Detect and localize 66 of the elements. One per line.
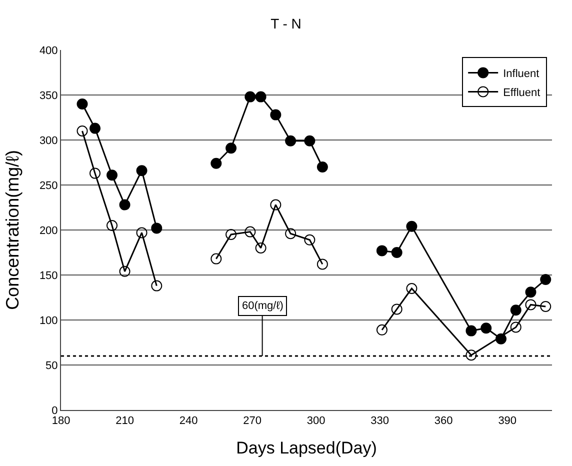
point <box>376 324 388 336</box>
y-tick-label: 50 <box>46 360 58 372</box>
point <box>285 228 296 240</box>
point <box>226 229 237 240</box>
y-tick-label: 0 <box>52 404 58 417</box>
point <box>136 165 148 176</box>
point <box>106 220 118 231</box>
point <box>540 274 552 285</box>
point <box>255 91 266 102</box>
point <box>136 227 148 238</box>
point <box>106 170 118 181</box>
x-tick-label: 360 <box>434 415 453 428</box>
point <box>270 199 282 210</box>
x-tick-label: 240 <box>179 415 198 428</box>
point <box>270 109 282 120</box>
y-tick-label: 250 <box>39 180 58 192</box>
point <box>90 122 101 134</box>
point <box>406 283 418 294</box>
point <box>391 247 402 258</box>
y-tick-label: 300 <box>39 134 58 147</box>
point <box>226 142 237 154</box>
y-tick-label: 400 <box>39 44 58 57</box>
ref-line-label: 60(mg/ℓ) <box>242 300 284 312</box>
point <box>316 258 328 270</box>
x-tick-label: 390 <box>498 415 517 428</box>
point <box>304 234 316 246</box>
point <box>540 301 552 312</box>
point <box>304 135 316 146</box>
point <box>285 135 296 146</box>
point <box>510 322 522 333</box>
y-tick-label: 150 <box>39 270 58 282</box>
point <box>151 222 162 234</box>
y-tick-label: 100 <box>39 314 58 327</box>
point <box>244 226 256 238</box>
point <box>119 266 130 277</box>
point <box>376 245 388 256</box>
x-tick-label: 210 <box>116 415 134 428</box>
point <box>76 98 88 110</box>
chart-title: T - N <box>270 15 302 32</box>
point <box>76 126 88 136</box>
point <box>391 304 402 315</box>
legend-label: Influent <box>503 68 540 80</box>
legend-label: Effluent <box>503 86 540 99</box>
point <box>466 350 477 361</box>
point <box>151 280 162 292</box>
x-tick-label: 270 <box>243 415 262 428</box>
y-tick-label: 200 <box>39 224 58 237</box>
x-tick-label: 330 <box>370 415 390 428</box>
y-tick-label: 350 <box>39 90 58 102</box>
point <box>510 304 522 316</box>
point <box>480 322 492 334</box>
point <box>119 199 130 210</box>
point <box>316 162 328 172</box>
point <box>466 325 477 336</box>
y-axis-title: Concentration(mg/ℓ) <box>2 150 23 310</box>
point <box>210 158 222 169</box>
x-axis-title: Days Lapsed(Day) <box>236 438 377 458</box>
point <box>244 91 256 102</box>
x-tick-label: 180 <box>52 415 70 428</box>
point <box>525 286 536 298</box>
x-tick-label: 300 <box>306 415 326 428</box>
point <box>525 299 536 310</box>
point <box>255 242 266 254</box>
point <box>406 220 418 232</box>
point <box>210 253 222 264</box>
point <box>90 168 101 179</box>
